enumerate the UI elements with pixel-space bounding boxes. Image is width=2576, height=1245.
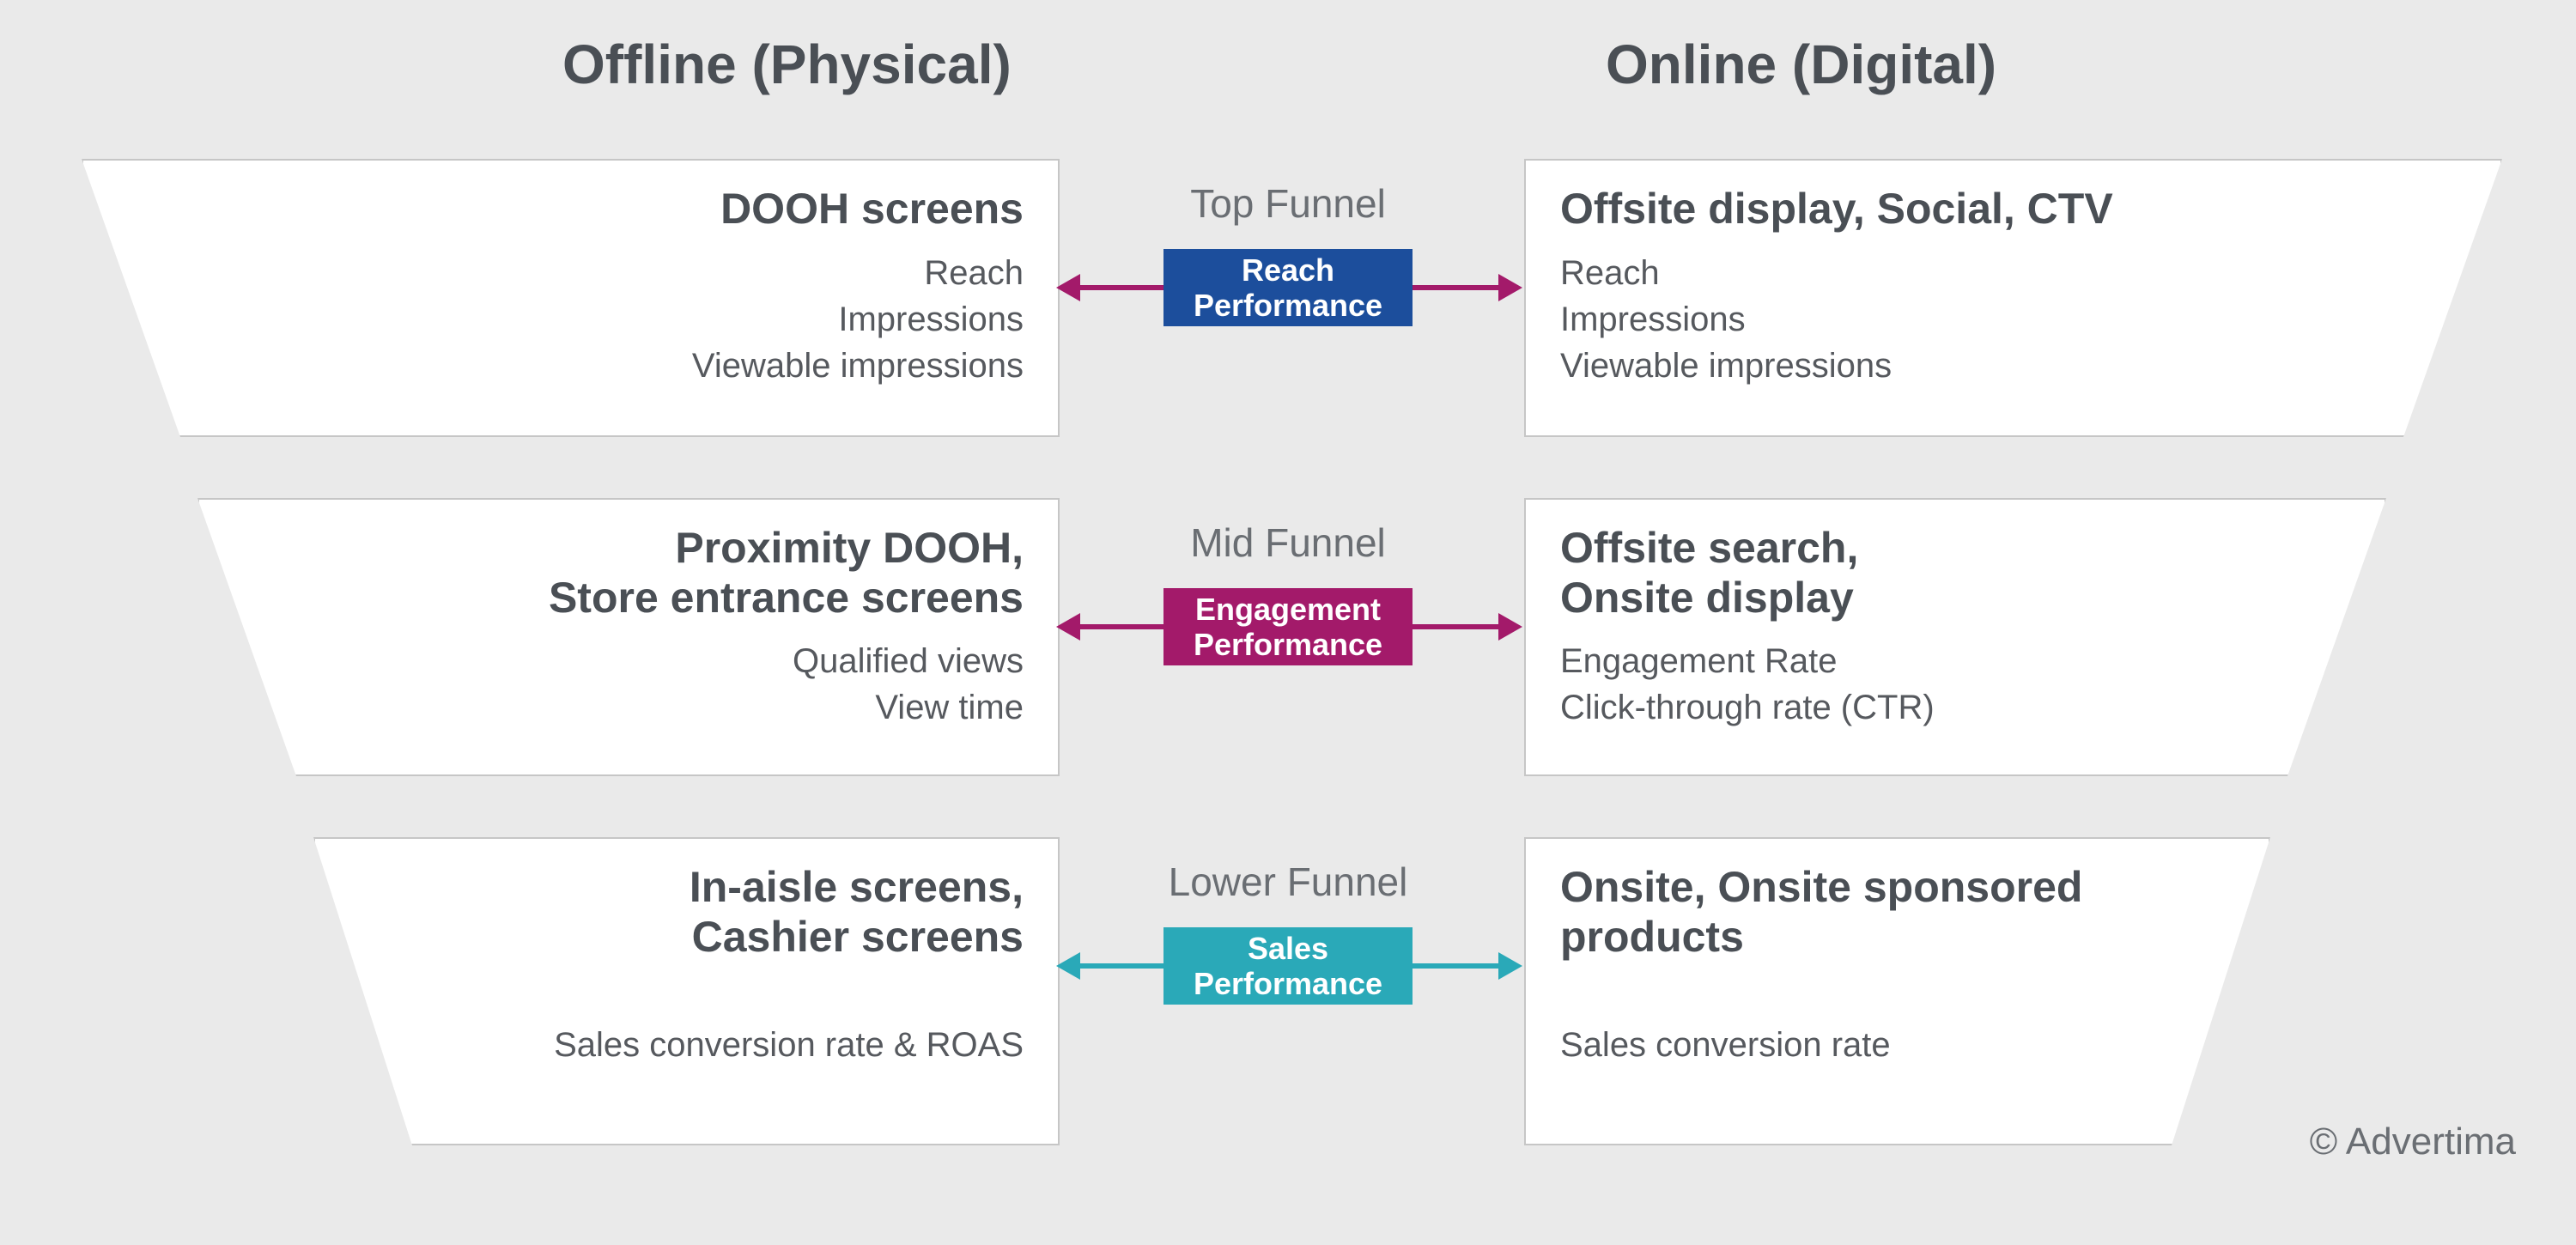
arrow-head-right-icon [1498, 952, 1522, 980]
card-metrics: Engagement Rate Click-through rate (CTR) [1560, 638, 1935, 731]
card-top-left: DOOH screens Reach Impressions Viewable … [82, 159, 1060, 437]
card-mid-left: Proximity DOOH,Store entrance screens Qu… [197, 498, 1060, 776]
card-metrics: Reach Impressions Viewable impressions [692, 250, 1024, 389]
arrow-head-left-icon [1056, 274, 1080, 301]
card-title: Offsite display, Social, CTV [1560, 185, 2113, 234]
arrow-head-left-icon [1056, 952, 1080, 980]
card-title: In-aisle screens,Cashier screens [554, 863, 1024, 962]
card-low-left: In-aisle screens,Cashier screens Sales c… [313, 837, 1060, 1145]
card-title: Proximity DOOH,Store entrance screens [549, 524, 1024, 622]
card-low-right: Onsite, Onsite sponsored products Sales … [1524, 837, 2270, 1145]
arrow-head-right-icon [1498, 274, 1522, 301]
card-metrics: Reach Impressions Viewable impressions [1560, 250, 2113, 389]
header-left: Offline (Physical) [562, 33, 1012, 96]
arrow-head-left-icon [1056, 613, 1080, 641]
badge-low: SalesPerformance [1163, 927, 1413, 1005]
funnel-label-low: Lower Funnel [1091, 859, 1485, 905]
badge-top: ReachPerformance [1163, 249, 1413, 326]
card-metrics: Sales conversion rate & ROAS [554, 1022, 1024, 1068]
card-mid-right: Offsite search,Onsite display Engagement… [1524, 498, 2386, 776]
funnel-label-top: Top Funnel [1091, 180, 1485, 227]
arrow-head-right-icon [1498, 613, 1522, 641]
card-top-right: Offsite display, Social, CTV Reach Impre… [1524, 159, 2502, 437]
funnel-label-mid: Mid Funnel [1091, 519, 1485, 566]
header-right: Online (Digital) [1606, 33, 1996, 96]
badge-mid: EngagementPerformance [1163, 588, 1413, 665]
card-metrics: Qualified views View time [549, 638, 1024, 731]
card-title: Onsite, Onsite sponsored products [1560, 863, 2166, 962]
card-metrics: Sales conversion rate [1560, 1022, 2166, 1068]
card-title: Offsite search,Onsite display [1560, 524, 1935, 622]
card-title: DOOH screens [692, 185, 1024, 234]
funnel-infographic: Offline (Physical) Online (Digital) DOOH… [0, 0, 2576, 1245]
copyright: © Advertima [2310, 1120, 2516, 1163]
